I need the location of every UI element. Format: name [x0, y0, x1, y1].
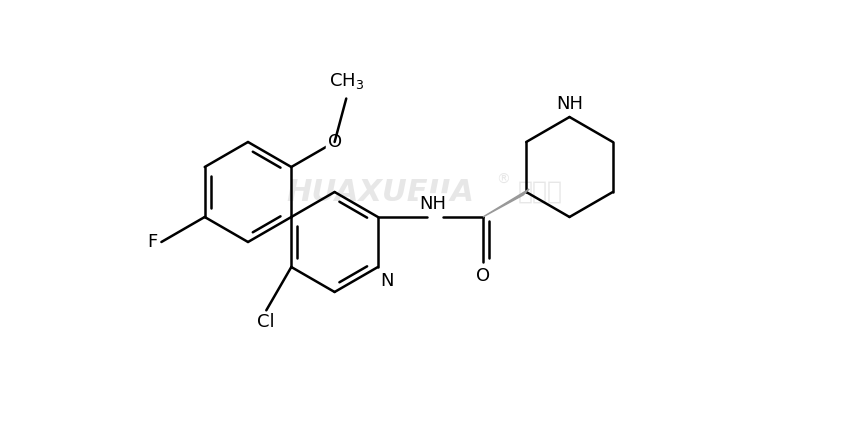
- Text: 化学加: 化学加: [518, 180, 562, 204]
- Text: HUAXUEJIA: HUAXUEJIA: [286, 177, 474, 206]
- Text: Cl: Cl: [258, 313, 275, 331]
- Text: NH: NH: [419, 195, 446, 213]
- Polygon shape: [483, 189, 530, 217]
- Text: O: O: [328, 133, 342, 151]
- Text: CH$_3$: CH$_3$: [328, 70, 364, 91]
- Text: N: N: [380, 272, 393, 290]
- Text: F: F: [147, 233, 157, 251]
- Text: O: O: [476, 267, 490, 285]
- Text: ®: ®: [496, 173, 510, 187]
- Text: NH: NH: [556, 95, 583, 113]
